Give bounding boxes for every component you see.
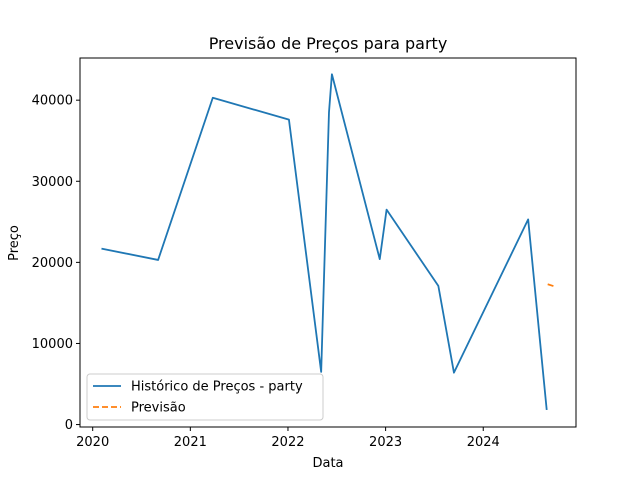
x-axis-label: Data xyxy=(312,456,343,471)
series-line-0 xyxy=(101,73,548,411)
chart-title: Previsão de Preços para party xyxy=(209,34,448,53)
y-tick-label: 10000 xyxy=(32,337,73,352)
x-axis: 2020 2021 2022 2023 2024 xyxy=(76,427,500,450)
legend: Histórico de Preços - party Previsão xyxy=(86,373,324,421)
legend-box xyxy=(86,373,324,421)
x-tick-label: 2020 xyxy=(76,435,109,450)
y-axis: 0 10000 20000 30000 40000 xyxy=(32,94,80,433)
series-line-1 xyxy=(547,283,556,288)
x-tick-label: 2024 xyxy=(467,435,500,450)
x-tick-label: 2022 xyxy=(271,435,304,450)
legend-label-1: Previsão xyxy=(131,401,186,416)
y-tick-label: 0 xyxy=(65,418,73,433)
x-tick-label: 2023 xyxy=(369,435,402,450)
legend-label-0: Histórico de Preços - party xyxy=(131,380,303,395)
y-tick-label: 40000 xyxy=(32,94,73,109)
plot-frame xyxy=(79,57,577,428)
series-layer xyxy=(101,73,556,411)
y-tick-label: 20000 xyxy=(32,256,73,271)
y-axis-label: Preço xyxy=(7,225,22,261)
x-tick-label: 2021 xyxy=(174,435,207,450)
y-tick-label: 30000 xyxy=(32,175,73,190)
